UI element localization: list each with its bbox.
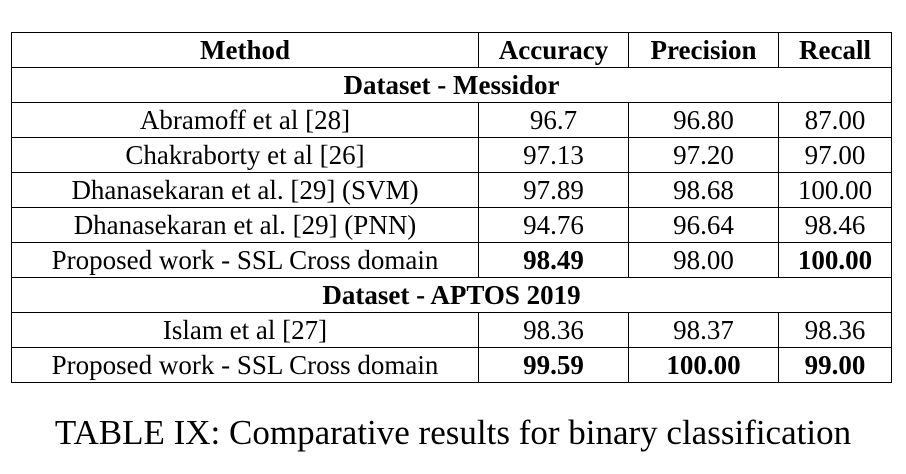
cell-precision: 96.80 <box>628 102 779 138</box>
section-header-row: Dataset - APTOS 2019 <box>11 277 892 313</box>
cell-recall: 97.00 <box>778 137 892 173</box>
header-method: Method <box>11 32 479 68</box>
cell-method: Dhanasekaran et al. [29] (PNN) <box>11 207 479 243</box>
table-row: Proposed work - SSL Cross domain 98.49 9… <box>11 242 892 278</box>
cell-accuracy: 94.76 <box>478 207 629 243</box>
cell-method: Dhanasekaran et al. [29] (SVM) <box>11 172 479 208</box>
header-accuracy: Accuracy <box>478 32 629 68</box>
header-recall: Recall <box>778 32 892 68</box>
table-row: Proposed work - SSL Cross domain 99.59 1… <box>11 347 892 383</box>
cell-accuracy: 98.36 <box>478 312 629 348</box>
section-title: Dataset - Messidor <box>11 67 892 103</box>
cell-accuracy: 96.7 <box>478 102 629 138</box>
cell-accuracy: 98.49 <box>478 242 629 278</box>
cell-recall: 98.46 <box>778 207 892 243</box>
table-row: Dhanasekaran et al. [29] (PNN) 94.76 96.… <box>11 207 892 243</box>
cell-method: Proposed work - SSL Cross domain <box>11 347 479 383</box>
cell-precision: 98.00 <box>628 242 779 278</box>
cell-precision: 96.64 <box>628 207 779 243</box>
cell-recall: 98.36 <box>778 312 892 348</box>
cell-precision: 100.00 <box>628 347 779 383</box>
table-row: Abramoff et al [28] 96.7 96.80 87.00 <box>11 102 892 138</box>
results-table: Method Accuracy Precision Recall Dataset… <box>11 32 892 383</box>
cell-accuracy: 97.89 <box>478 172 629 208</box>
header-precision: Precision <box>628 32 779 68</box>
cell-accuracy: 99.59 <box>478 347 629 383</box>
table-row: Islam et al [27] 98.36 98.37 98.36 <box>11 312 892 348</box>
table-row: Dhanasekaran et al. [29] (SVM) 97.89 98.… <box>11 172 892 208</box>
cell-method: Chakraborty et al [26] <box>11 137 479 173</box>
table-caption: TABLE IX: Comparative results for binary… <box>54 413 852 452</box>
cell-precision: 98.37 <box>628 312 779 348</box>
cell-accuracy: 97.13 <box>478 137 629 173</box>
cell-method: Proposed work - SSL Cross domain <box>11 242 479 278</box>
cell-recall: 100.00 <box>778 242 892 278</box>
table-row: Chakraborty et al [26] 97.13 97.20 97.00 <box>11 137 892 173</box>
cell-precision: 98.68 <box>628 172 779 208</box>
cell-method: Islam et al [27] <box>11 312 479 348</box>
cell-precision: 97.20 <box>628 137 779 173</box>
section-title: Dataset - APTOS 2019 <box>11 277 892 313</box>
cell-recall: 100.00 <box>778 172 892 208</box>
cell-recall: 87.00 <box>778 102 892 138</box>
section-header-row: Dataset - Messidor <box>11 67 892 103</box>
header-row: Method Accuracy Precision Recall <box>11 32 892 68</box>
cell-method: Abramoff et al [28] <box>11 102 479 138</box>
cell-recall: 99.00 <box>778 347 892 383</box>
